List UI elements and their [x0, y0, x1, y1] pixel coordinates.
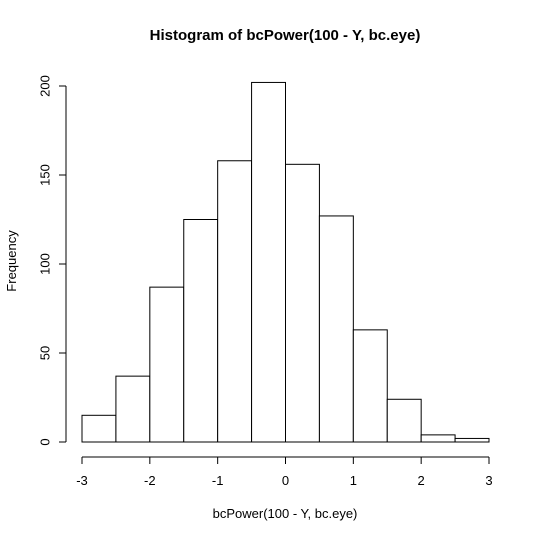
histogram-bar-0: [81, 414, 117, 443]
bars-group: [81, 81, 490, 443]
histogram-bar-6: [285, 163, 320, 443]
x-tick-label-3: 0: [282, 473, 289, 488]
x-tick-label-0: -3: [76, 473, 88, 488]
y-tick-label-0: 0: [37, 438, 52, 445]
y-axis: 0 50 100 150 200: [37, 75, 67, 446]
histogram-bar-9: [386, 398, 422, 443]
histogram-bar-4: [217, 160, 253, 443]
y-axis-label: Frequency: [4, 230, 19, 292]
histogram-bar-5: [251, 81, 286, 443]
chart-title: Histogram of bcPower(100 - Y, bc.eye): [150, 27, 421, 44]
histogram-bar-2: [149, 286, 185, 443]
histogram-bar-8: [352, 329, 388, 443]
x-axis: -3 -2 -1 0 1 2 3: [76, 456, 493, 488]
y-tick-label-3: 150: [37, 164, 52, 186]
y-tick-label-4: 200: [37, 75, 52, 97]
x-tick-label-1: -2: [144, 473, 156, 488]
x-tick-label-2: -1: [212, 473, 224, 488]
x-axis-label: bcPower(100 - Y, bc.eye): [213, 506, 358, 521]
x-tick-label-5: 2: [418, 473, 425, 488]
histogram-bar-10: [420, 434, 456, 443]
x-tick-label-6: 3: [485, 473, 492, 488]
y-tick-label-2: 100: [37, 253, 52, 275]
histogram-bar-1: [115, 375, 151, 443]
histogram-bar-3: [183, 219, 219, 443]
y-tick-label-1: 50: [37, 346, 52, 360]
histogram-bar-11: [454, 437, 490, 443]
histogram-bar-7: [318, 215, 354, 443]
x-tick-label-4: 1: [350, 473, 357, 488]
